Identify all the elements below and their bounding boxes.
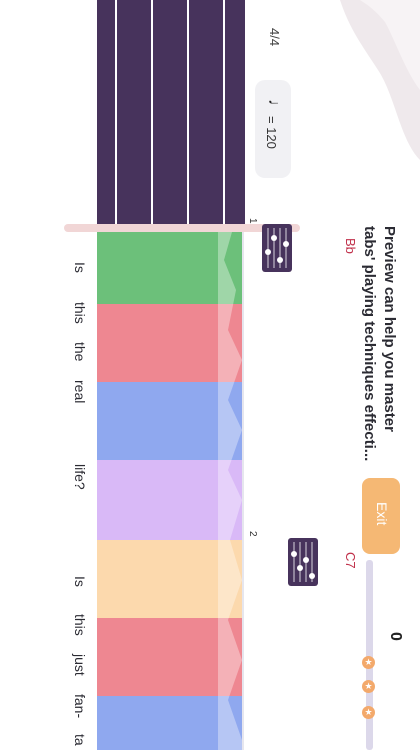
bar-number: 1 (247, 218, 258, 224)
score-value: 0 (387, 632, 404, 641)
beat-tile (97, 618, 242, 696)
bar-number: 2 (247, 531, 258, 537)
tempo-value: = 120 (264, 116, 279, 149)
time-signature: 4/4 (267, 28, 282, 47)
exit-label: Exit (374, 502, 390, 526)
playhead-line (64, 224, 300, 232)
lyric-word: this (72, 614, 88, 636)
guitar-neck (97, 0, 245, 228)
chord-diagram-c7[interactable] (288, 538, 318, 586)
lyric-word: life? (72, 464, 88, 490)
star-icon: ★ (362, 706, 375, 719)
chord-grid-icon (291, 542, 315, 582)
star-icon: ★ (362, 680, 375, 693)
lyric-word: fan- (72, 694, 88, 719)
progress-track (366, 560, 373, 750)
chord-name: Bb (343, 238, 358, 254)
beat-tiles (97, 232, 242, 750)
tile-edge-glow (218, 232, 242, 750)
star-icon: ★ (362, 656, 375, 669)
chord-diagram-bb[interactable] (262, 224, 292, 272)
chord-grid-icon (265, 228, 289, 268)
beat-tile (97, 460, 242, 540)
lyric-word: Is (72, 262, 88, 273)
note-icon: ♩ (265, 99, 282, 115)
beat-tile (97, 382, 242, 460)
chord-name: C7 (343, 552, 358, 569)
beat-tile (97, 232, 242, 304)
exit-button[interactable]: Exit (362, 478, 400, 554)
background-wave-light (360, 0, 420, 90)
beat-tile (97, 696, 242, 750)
tooltip-line2: tabs' playing techniques effecti... (361, 226, 378, 462)
lyric-word: ta (72, 734, 88, 746)
lyric-word: Is (72, 576, 88, 587)
tempo-pill[interactable]: ♩ = 120 (255, 80, 291, 178)
tooltip-line1: Preview can help you master (381, 226, 398, 432)
neck-strings (115, 0, 225, 228)
beat-tile (97, 304, 242, 382)
lyric-word: just (72, 654, 88, 676)
lyric-word: the (72, 342, 88, 362)
lyric-word: this (72, 302, 88, 324)
lyric-word: real (72, 380, 88, 404)
beat-tile (97, 540, 242, 618)
